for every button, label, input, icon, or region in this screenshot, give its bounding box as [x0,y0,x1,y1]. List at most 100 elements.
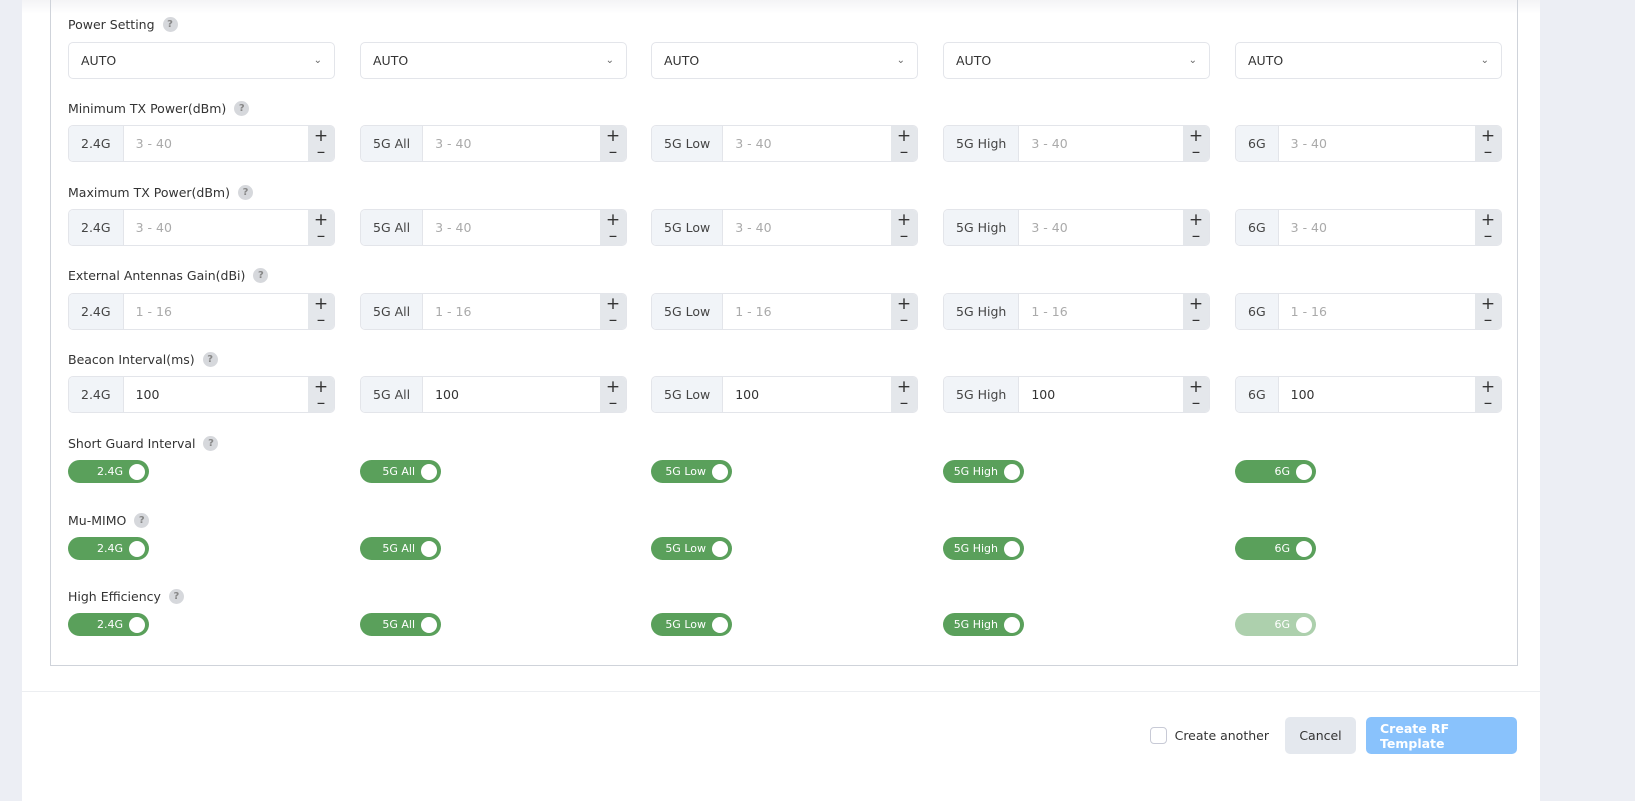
create-rf-template-button[interactable]: Create RF Template [1366,717,1517,754]
number-input[interactable]: 3 - 40 [1031,136,1068,151]
plus-icon[interactable]: + [313,125,329,146]
cancel-button[interactable]: Cancel [1285,717,1356,754]
minus-icon[interactable]: – [608,392,618,413]
create-another-checkbox[interactable]: Create another [1149,727,1269,744]
band-toggle[interactable]: 5G High [943,613,1024,636]
power-setting-select[interactable]: AUTO ⌄ [68,42,335,79]
number-input[interactable]: 3 - 40 [135,136,172,151]
toggle-knob [421,463,437,480]
minus-icon[interactable]: – [316,225,326,246]
minus-icon[interactable]: – [899,309,909,330]
power-setting-select[interactable]: AUTO ⌄ [360,42,627,79]
toggle-cell: 5G Low [651,460,918,483]
help-icon[interactable]: ? [202,352,218,367]
minus-icon[interactable]: – [1191,392,1201,413]
number-input[interactable]: 100 [1031,387,1056,402]
plus-icon[interactable]: + [1480,125,1496,146]
number-input[interactable]: 3 - 40 [435,136,472,151]
help-icon[interactable]: ? [234,101,250,116]
help-icon[interactable]: ? [168,589,184,604]
plus-icon[interactable]: + [896,125,912,146]
plus-icon[interactable]: + [605,209,621,230]
plus-icon[interactable]: + [313,209,329,230]
plus-icon[interactable]: + [1188,209,1204,230]
band-toggle[interactable]: 5G All [360,613,441,636]
band-toggle[interactable]: 2.4G [68,613,149,636]
number-input[interactable]: 3 - 40 [435,220,472,235]
band-toggle[interactable]: 5G All [360,460,441,483]
plus-icon[interactable]: + [896,293,912,314]
number-input[interactable]: 3 - 40 [1290,220,1327,235]
minus-icon[interactable]: – [899,392,909,413]
minus-icon[interactable]: – [1191,141,1201,162]
number-input[interactable]: 3 - 40 [735,136,772,151]
number-input[interactable]: 100 [1290,387,1315,402]
minus-icon[interactable]: – [316,309,326,330]
number-input[interactable]: 1 - 16 [1031,304,1068,319]
number-input-group: 5G High 3 - 40 + – [943,125,1210,162]
minus-icon[interactable]: – [1191,225,1201,246]
minus-icon[interactable]: – [1483,392,1493,413]
minus-icon[interactable]: – [316,141,326,162]
toggle-knob [129,540,145,557]
number-cell: 5G Low 1 - 16 + – [651,293,918,330]
band-toggle[interactable]: 5G High [943,460,1024,483]
band-toggle[interactable]: 5G All [360,537,441,560]
number-input[interactable]: 1 - 16 [1290,304,1327,319]
number-input[interactable]: 3 - 40 [135,220,172,235]
help-icon[interactable]: ? [203,436,219,451]
band-toggle[interactable]: 5G Low [651,537,732,560]
minus-icon[interactable]: – [608,225,618,246]
number-input[interactable]: 100 [735,387,760,402]
minus-icon[interactable]: – [1483,225,1493,246]
number-input[interactable]: 100 [135,387,160,402]
minus-icon[interactable]: – [1483,141,1493,162]
band-toggle[interactable]: 2.4G [68,460,149,483]
plus-icon[interactable]: + [605,376,621,397]
power-setting-select[interactable]: AUTO ⌄ [651,42,918,79]
band-toggle[interactable]: 6G [1235,537,1316,560]
plus-icon[interactable]: + [605,125,621,146]
minus-icon[interactable]: – [899,225,909,246]
number-input[interactable]: 3 - 40 [735,220,772,235]
plus-icon[interactable]: + [896,209,912,230]
help-icon[interactable]: ? [134,513,150,528]
plus-icon[interactable]: + [896,376,912,397]
number-input[interactable]: 1 - 16 [435,304,472,319]
number-input-group: 5G High 3 - 40 + – [943,209,1210,246]
minus-icon[interactable]: – [608,141,618,162]
band-addon: 5G All [361,126,424,161]
checkbox-icon[interactable] [1149,727,1167,744]
band-toggle[interactable]: 5G Low [651,613,732,636]
minus-icon[interactable]: – [316,392,326,413]
plus-icon[interactable]: + [1188,293,1204,314]
plus-icon[interactable]: + [313,376,329,397]
plus-icon[interactable]: + [313,293,329,314]
minus-icon[interactable]: – [1191,309,1201,330]
plus-icon[interactable]: + [1480,209,1496,230]
minus-icon[interactable]: – [899,141,909,162]
number-input[interactable]: 1 - 16 [135,304,172,319]
band-toggle[interactable]: 6G [1235,460,1316,483]
band-toggle[interactable]: 2.4G [68,537,149,560]
help-icon[interactable]: ? [162,17,178,32]
minus-icon[interactable]: – [608,309,618,330]
number-input[interactable]: 3 - 40 [1290,136,1327,151]
number-input[interactable]: 1 - 16 [735,304,772,319]
plus-icon[interactable]: + [1480,293,1496,314]
number-input[interactable]: 3 - 40 [1031,220,1068,235]
number-input[interactable]: 100 [435,387,459,402]
help-icon[interactable]: ? [253,268,269,283]
power-setting-cell: AUTO ⌄ [651,42,918,79]
band-toggle[interactable]: 5G Low [651,460,732,483]
band-toggle[interactable]: 5G High [943,537,1024,560]
plus-icon[interactable]: + [1480,376,1496,397]
help-icon[interactable]: ? [237,185,253,200]
plus-icon[interactable]: + [1188,125,1204,146]
minus-icon[interactable]: – [1483,309,1493,330]
plus-icon[interactable]: + [605,293,621,314]
label-text: Power Setting [68,17,155,32]
power-setting-select[interactable]: AUTO ⌄ [1235,42,1502,79]
power-setting-select[interactable]: AUTO ⌄ [943,42,1210,79]
plus-icon[interactable]: + [1188,376,1204,397]
